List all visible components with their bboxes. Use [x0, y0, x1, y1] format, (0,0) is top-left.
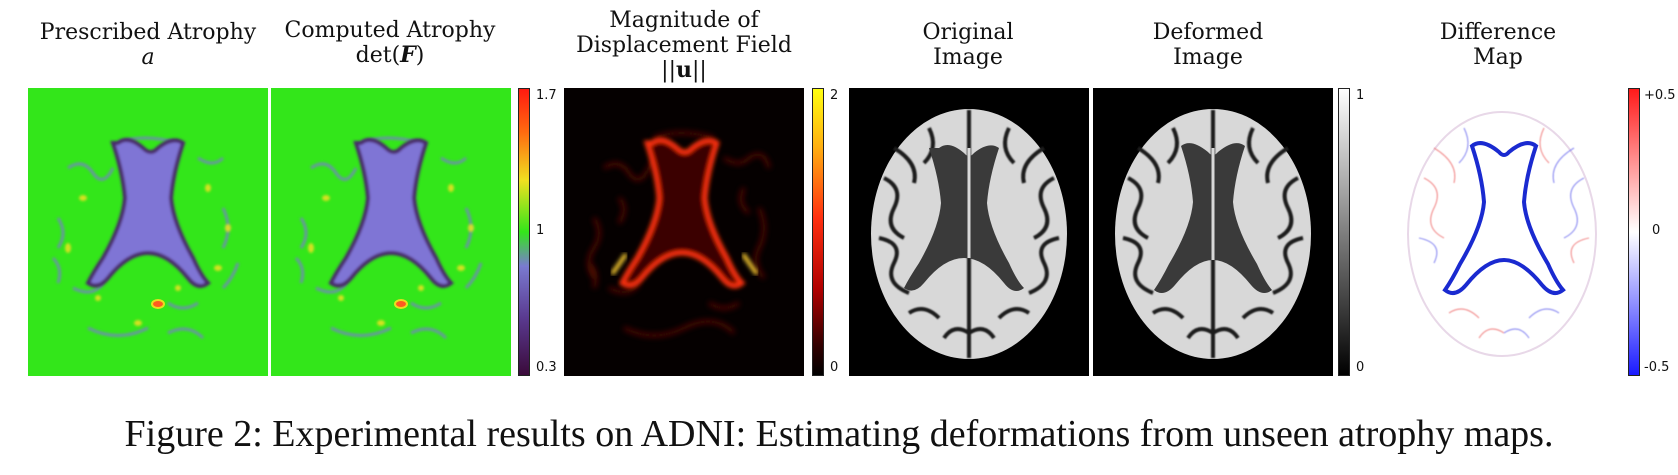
difference-colorbar-max: +0.5 — [1644, 88, 1676, 103]
displacement-colorbar-min: 0 — [830, 360, 839, 375]
atrophy-colorbar — [518, 88, 530, 376]
atrophy-colorbar-min: 0.3 — [536, 360, 557, 375]
title-computed-atrophy: Computed Atrophy det(F) — [284, 18, 496, 68]
difference-colorbar-min: -0.5 — [1644, 360, 1670, 375]
displacement-colorbar — [812, 88, 824, 376]
atrophy-colorbar-mid: 1 — [536, 223, 545, 238]
displacement-colorbar-max: 2 — [830, 88, 839, 103]
title-original-image: Original Image — [922, 20, 1014, 70]
intensity-colorbar — [1338, 88, 1350, 376]
title-deformed-image: Deformed Image — [1152, 20, 1264, 70]
computed-atrophy-map — [271, 88, 511, 376]
title-prescribed-atrophy: Prescribed Atrophy a — [39, 20, 257, 70]
prescribed-atrophy-map — [28, 88, 268, 376]
intensity-colorbar-max: 1 — [1356, 88, 1365, 103]
original-brain-image — [849, 88, 1089, 376]
figure-caption: Figure 2: Experimental results on ADNI: … — [124, 413, 1554, 455]
intensity-colorbar-min: 0 — [1356, 360, 1365, 375]
title-displacement-field: Magnitude of Displacement Field ||u|| — [576, 8, 792, 83]
displacement-field-map — [564, 88, 804, 376]
title-difference-map: Difference Map — [1439, 20, 1557, 70]
deformed-brain-image — [1093, 88, 1333, 376]
difference-colorbar-mid: 0 — [1652, 223, 1661, 238]
atrophy-colorbar-max: 1.7 — [536, 88, 557, 103]
difference-map-image — [1384, 88, 1624, 376]
difference-colorbar — [1628, 88, 1640, 376]
